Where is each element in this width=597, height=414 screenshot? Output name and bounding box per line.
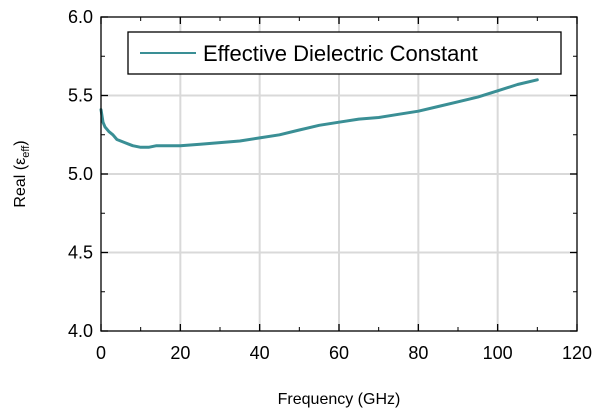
x-tick-label: 120 — [562, 343, 592, 363]
x-tick-label: 80 — [408, 343, 428, 363]
x-tick-label: 0 — [96, 343, 106, 363]
series-layer — [99, 78, 539, 149]
y-tick-label: 5.5 — [68, 86, 93, 106]
y-tick-label: 4.0 — [68, 321, 93, 341]
x-tick-label: 60 — [329, 343, 349, 363]
y-tick-label: 5.0 — [68, 164, 93, 184]
y-axis-label: Real (εeff) — [12, 140, 32, 207]
x-tick-label: 100 — [483, 343, 513, 363]
x-axis-label: Frequency (GHz) — [278, 391, 401, 408]
x-tick-label: 20 — [170, 343, 190, 363]
legend-box — [127, 31, 562, 75]
ticks: 0 20 40 60 80 100 120 4.0 4.5 5.0 5.5 6.0 — [68, 7, 592, 363]
series-line — [99, 78, 539, 149]
x-tick-label: 40 — [250, 343, 270, 363]
y-tick-label: 4.5 — [68, 243, 93, 263]
legend-label: Effective Dielectric Constant — [203, 41, 478, 66]
legend: Effective Dielectric Constant — [127, 31, 562, 75]
y-tick-label: 6.0 — [68, 7, 93, 27]
